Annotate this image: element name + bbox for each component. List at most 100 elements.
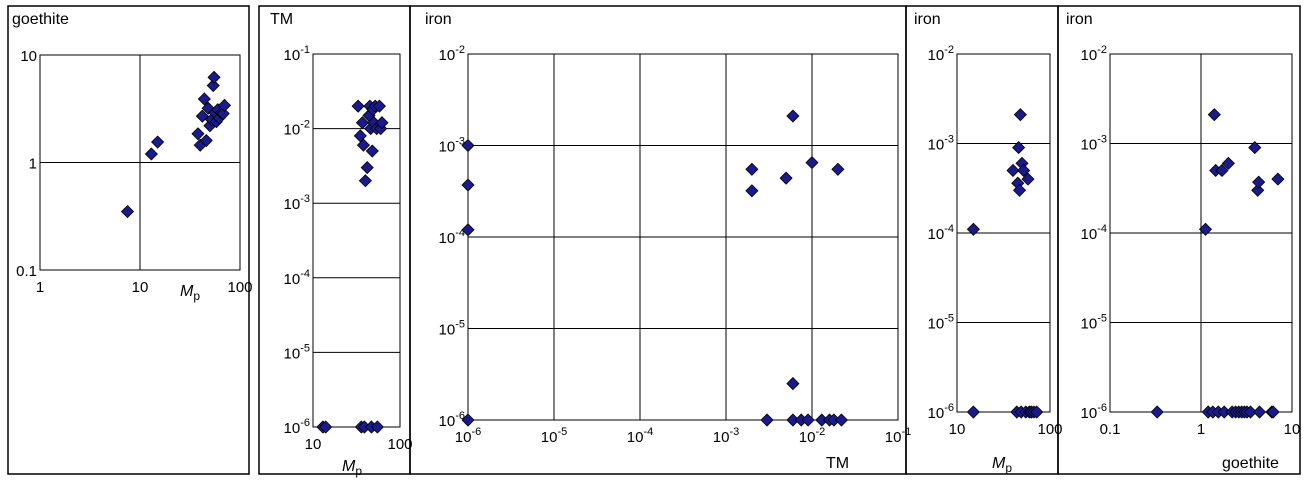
x-tick-label: 10-3 [713,426,739,446]
data-point [1252,405,1267,419]
y-tick-label: 10-3 [1081,134,1107,154]
data-point [831,162,845,176]
y-tick-label: 10-1 [284,44,310,64]
chart-panel-3: 10-6 10-5 10-4 10-3 10-2 10-6 10-5 10-4 10-3 10-2… [409,5,911,475]
x-tick-label: 10-2 [799,426,825,446]
y-tick-label: 10-2 [928,44,954,64]
data-point [120,204,135,219]
data-point [461,178,475,192]
y-tick-label: 10-6 [1081,402,1107,422]
data-point [760,413,774,427]
data-point [358,174,372,188]
data-point [1017,163,1031,178]
data-point [461,223,475,237]
data-point [1006,163,1020,178]
x-axis-label: TM [826,455,849,472]
data-point [745,162,759,176]
data-point [195,109,209,123]
y-tick-label: 10-6 [928,402,954,422]
y-axis-label: iron [1066,11,1093,28]
plot-area [956,53,1051,413]
chart-panel-2: 10-6 10-5 10-4 10-3 10-2 10-1 10 100 TM Mp [258,5,413,478]
y-tick-label: 1 [29,156,37,173]
y-tick-label: 10-5 [439,319,465,339]
y-tick-label: 10 [20,48,37,65]
plot-area [1109,53,1293,413]
panel-frame [409,5,907,475]
x-axis-label: Mp [992,455,1012,475]
data-point [966,405,980,419]
data-point [1150,405,1164,419]
y-tick-label: 10-5 [1081,313,1107,333]
data-point [370,420,384,434]
panel-frame [1057,5,1301,475]
y-tick-label: 10-3 [284,193,310,213]
data-point [1243,405,1258,419]
y-axis-label: goethite [12,11,69,28]
x-tick-label: 10-6 [455,426,481,446]
chart-panel-5: 10-6 10-5 10-4 10-3 10-2 0.1 1 10 iron goethite [1057,5,1301,475]
y-tick-label: 10-5 [284,342,310,362]
data-point [1012,183,1027,197]
data-point [374,122,388,136]
data-point [319,420,333,434]
data-point [805,156,819,170]
data-point [207,70,221,84]
x-tick-label: 10-5 [541,426,567,446]
data-point [144,147,158,161]
x-tick-label: 10 [132,279,149,296]
data-point [461,138,475,153]
y-tick-label: 10-2 [439,44,465,64]
data-point [1248,141,1262,155]
data-point [1021,172,1035,186]
x-axis-label: Mp [180,283,200,303]
data-point [1266,405,1280,419]
data-point [1221,156,1235,170]
y-tick-label: 10-4 [284,268,310,288]
data-point [206,78,220,93]
y-tick-label: 10-5 [928,313,954,333]
data-point [1207,108,1221,122]
data-point [372,99,386,113]
panel-frame [7,5,250,475]
x-tick-label: 1 [1197,421,1205,438]
data-point [151,135,165,149]
data-point [1251,183,1265,197]
x-axis-label: Mp [342,458,362,478]
x-tick-label: 100 [227,279,252,296]
x-tick-label: 10-4 [627,426,653,446]
data-point [1013,108,1027,122]
y-axis-label: iron [914,11,941,28]
data-point [1198,222,1213,236]
plot-area [39,54,241,271]
data-point [375,116,389,130]
x-axis-label: goethite [1222,455,1279,472]
y-tick-label: 10-3 [928,134,954,154]
data-point [351,99,365,113]
x-tick-label: 100 [387,436,412,453]
data-point [1252,175,1266,189]
x-tick-label: 10 [305,436,322,453]
data-point [1271,172,1285,186]
data-point [1030,405,1044,419]
x-tick-label: 100 [1037,421,1062,438]
x-tick-label: 10-1 [885,426,911,446]
y-tick-label: 10-2 [284,119,310,139]
data-point [360,161,374,175]
data-point [801,413,815,427]
data-point [786,377,800,391]
data-point [1012,141,1026,155]
y-tick-label: 10-2 [1081,44,1107,64]
data-point [191,127,205,141]
data-point [745,184,759,198]
y-axis-label: TM [270,11,293,28]
panel-frame [258,5,411,475]
data-point [355,116,369,130]
y-axis-label: iron [425,11,452,28]
data-point [1215,163,1229,178]
y-tick-label: 10-6 [284,417,310,437]
y-tick-label: 10-4 [928,223,954,243]
data-point [356,138,371,152]
